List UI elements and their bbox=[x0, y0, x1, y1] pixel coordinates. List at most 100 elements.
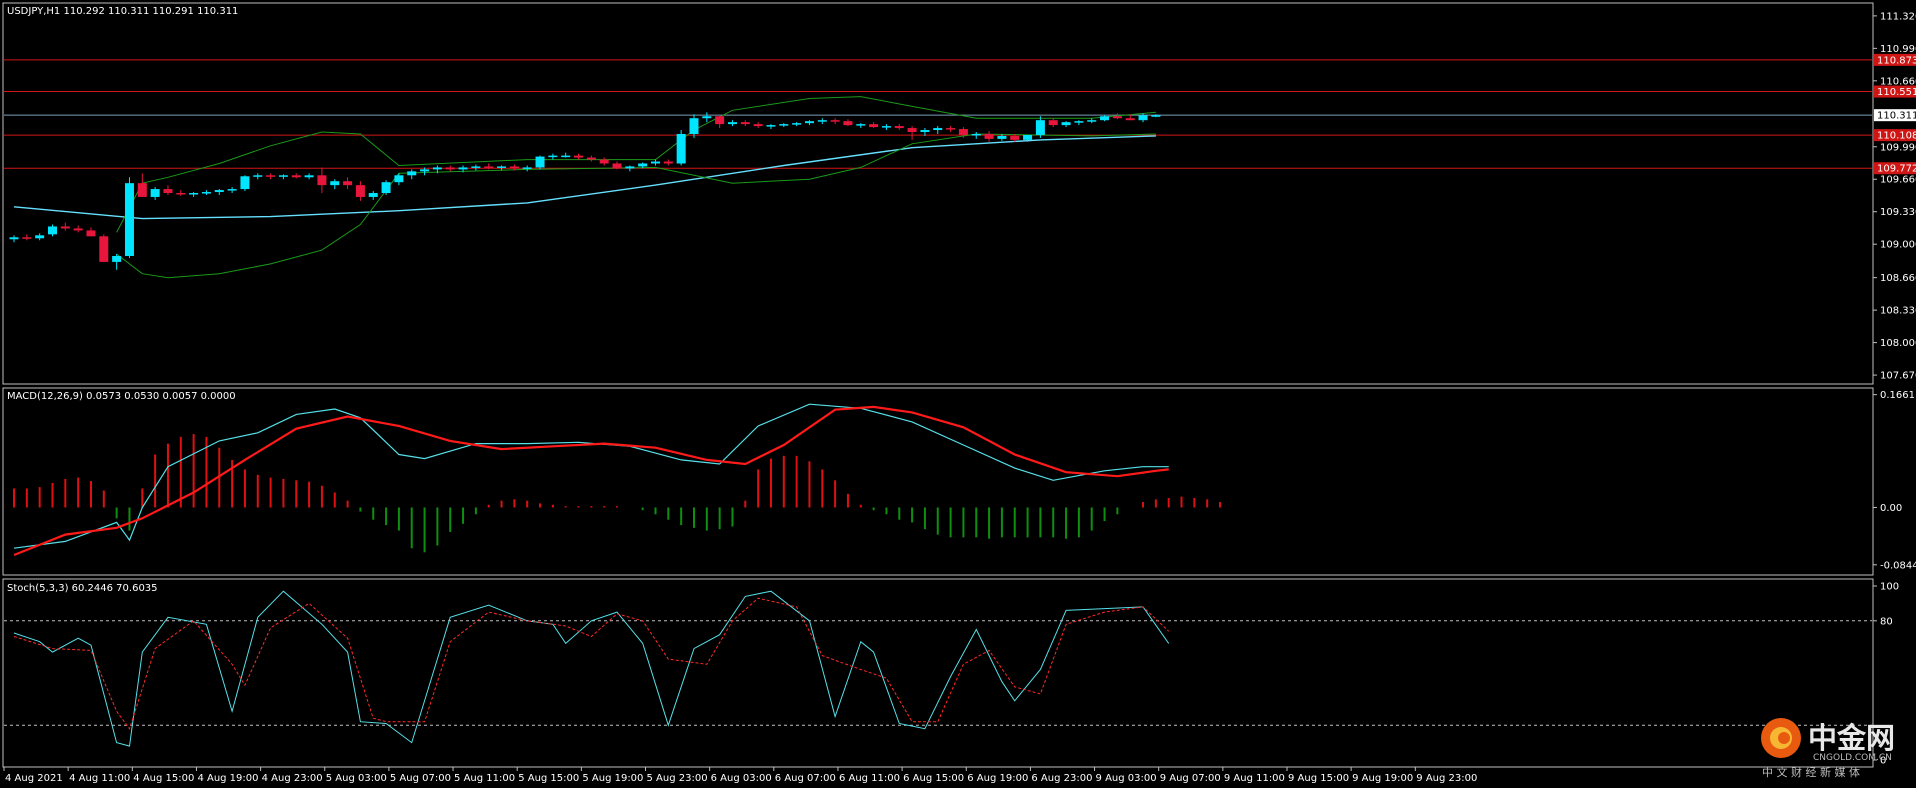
candle[interactable] bbox=[792, 122, 802, 127]
candle[interactable] bbox=[1010, 133, 1020, 142]
level-label: 110.873 bbox=[1877, 55, 1916, 66]
candle[interactable] bbox=[1138, 113, 1148, 123]
candle[interactable] bbox=[689, 114, 699, 138]
candle[interactable] bbox=[394, 173, 404, 186]
candle[interactable] bbox=[727, 120, 737, 127]
stoch-axis-label: 0 bbox=[1880, 756, 1886, 767]
candle[interactable] bbox=[779, 123, 789, 128]
candle[interactable] bbox=[1087, 118, 1097, 124]
candle[interactable] bbox=[586, 155, 596, 162]
candle[interactable] bbox=[574, 153, 584, 160]
candle[interactable] bbox=[355, 181, 365, 201]
candle[interactable] bbox=[35, 233, 45, 241]
candle[interactable] bbox=[1023, 134, 1033, 142]
candle[interactable] bbox=[343, 177, 353, 190]
candle[interactable] bbox=[561, 152, 571, 158]
candle[interactable] bbox=[291, 173, 301, 179]
candle[interactable] bbox=[843, 119, 853, 127]
candle[interactable] bbox=[60, 222, 70, 231]
candle[interactable] bbox=[407, 169, 417, 180]
candle[interactable] bbox=[201, 190, 211, 195]
time-axis-label: 5 Aug 11:00 bbox=[454, 773, 515, 784]
candle[interactable] bbox=[1100, 115, 1110, 122]
candle[interactable] bbox=[599, 157, 609, 166]
price-axis-label: 109.330 bbox=[1880, 207, 1916, 218]
candle[interactable] bbox=[420, 167, 430, 176]
candle[interactable] bbox=[702, 112, 712, 123]
candle-body bbox=[368, 193, 378, 197]
candle[interactable] bbox=[458, 165, 468, 173]
candle[interactable] bbox=[509, 164, 519, 171]
candle[interactable] bbox=[856, 123, 866, 129]
candle[interactable] bbox=[471, 164, 481, 171]
candle[interactable] bbox=[484, 163, 494, 170]
candle[interactable] bbox=[176, 190, 186, 196]
candle[interactable] bbox=[612, 161, 622, 170]
candle-body bbox=[343, 181, 353, 186]
candle[interactable] bbox=[47, 224, 57, 237]
level-label: 109.772 bbox=[1877, 164, 1916, 175]
candle[interactable] bbox=[1125, 114, 1135, 121]
candle[interactable] bbox=[817, 118, 827, 125]
candle[interactable] bbox=[715, 114, 725, 129]
candle[interactable] bbox=[124, 177, 134, 258]
candle[interactable] bbox=[651, 159, 660, 166]
candle[interactable] bbox=[984, 131, 994, 142]
candle[interactable] bbox=[445, 165, 455, 172]
candle[interactable] bbox=[830, 118, 840, 125]
candle[interactable] bbox=[368, 191, 378, 200]
candle[interactable] bbox=[381, 180, 391, 195]
candle[interactable] bbox=[73, 225, 83, 233]
candle[interactable] bbox=[278, 174, 288, 180]
candle[interactable] bbox=[330, 179, 340, 190]
candle[interactable] bbox=[946, 126, 956, 132]
candle[interactable] bbox=[869, 122, 879, 129]
candle[interactable] bbox=[1048, 118, 1058, 128]
candle[interactable] bbox=[317, 167, 327, 194]
candle[interactable] bbox=[432, 165, 442, 174]
candle[interactable] bbox=[112, 254, 122, 270]
time-axis-label: 4 Aug 11:00 bbox=[69, 773, 130, 784]
candle[interactable] bbox=[522, 165, 532, 172]
candle[interactable] bbox=[86, 227, 96, 237]
candle[interactable] bbox=[214, 189, 224, 195]
candle[interactable] bbox=[163, 185, 173, 195]
candle[interactable] bbox=[22, 234, 32, 241]
candle[interactable] bbox=[150, 187, 160, 200]
candle[interactable] bbox=[189, 192, 199, 197]
candle[interactable] bbox=[266, 173, 276, 180]
candle[interactable] bbox=[1074, 120, 1084, 126]
candle[interactable] bbox=[548, 153, 558, 160]
candle[interactable] bbox=[907, 126, 917, 140]
candle[interactable] bbox=[971, 132, 981, 139]
candle[interactable] bbox=[137, 173, 147, 197]
candle[interactable] bbox=[676, 130, 686, 166]
candle[interactable] bbox=[804, 120, 814, 126]
candle[interactable] bbox=[304, 173, 314, 180]
candle-body bbox=[1138, 115, 1148, 121]
candle[interactable] bbox=[1035, 116, 1045, 138]
candle[interactable] bbox=[1151, 114, 1161, 118]
candle[interactable] bbox=[1112, 113, 1122, 120]
candle[interactable] bbox=[253, 173, 263, 180]
candle[interactable] bbox=[881, 124, 891, 131]
candle[interactable] bbox=[766, 124, 776, 130]
candle[interactable] bbox=[740, 120, 750, 127]
candle[interactable] bbox=[240, 175, 250, 192]
candle[interactable] bbox=[920, 128, 930, 136]
candle[interactable] bbox=[958, 127, 968, 138]
candle[interactable] bbox=[99, 234, 109, 262]
candle[interactable] bbox=[663, 159, 673, 166]
candle[interactable] bbox=[997, 133, 1007, 141]
candle[interactable] bbox=[9, 235, 19, 243]
candle[interactable] bbox=[227, 187, 237, 194]
candle[interactable] bbox=[625, 165, 635, 172]
candle[interactable] bbox=[894, 124, 904, 131]
candle[interactable] bbox=[1061, 121, 1071, 128]
candle[interactable] bbox=[933, 126, 943, 134]
candle[interactable] bbox=[497, 165, 507, 171]
candle[interactable] bbox=[535, 155, 545, 170]
candle[interactable] bbox=[638, 162, 648, 169]
candle[interactable] bbox=[753, 122, 763, 129]
